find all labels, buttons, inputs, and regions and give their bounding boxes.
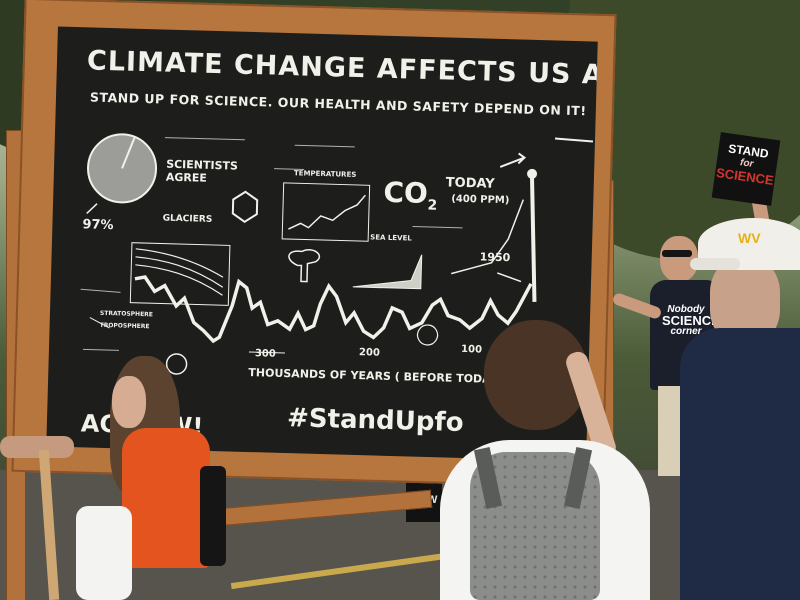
chalk-drawings xyxy=(80,133,594,375)
pie-chart-drawing xyxy=(87,133,158,204)
tick-300-label: 300 xyxy=(254,348,276,360)
navy-t-shirt xyxy=(680,328,800,600)
sea-level-label: SEA LEVEL xyxy=(370,233,412,243)
man-in-cap xyxy=(680,218,800,600)
co2-rise-line xyxy=(451,199,525,275)
pie-wedge-line xyxy=(121,136,136,169)
woman-with-backpack xyxy=(440,320,660,600)
stand-for-science-sign: STAND for SCIENCE xyxy=(711,132,781,206)
co2-text: CO xyxy=(383,175,429,210)
shirt-text-line: corner xyxy=(670,326,702,337)
stratosphere-label: STRATOSPHERE xyxy=(99,309,154,319)
co2-label: CO2 xyxy=(383,176,438,214)
temperatures-label: TEMPERATURES xyxy=(293,169,357,179)
arrow-icon xyxy=(86,203,98,214)
hashtag-text: #StandUpfo xyxy=(286,403,464,439)
co2-subscript: 2 xyxy=(427,197,438,214)
glaciers-label: GLACIERS xyxy=(162,213,213,225)
co2-spike xyxy=(529,175,537,302)
black-bag xyxy=(200,466,226,566)
shirt-text-line: Nobody xyxy=(667,304,705,315)
chalkboard: CLIMATE CHANGE AFFECTS US ALL STAND UP F… xyxy=(46,26,598,462)
sea-level-drawing xyxy=(352,254,423,290)
tick-200-label: 200 xyxy=(358,347,381,359)
molecule-drawing xyxy=(231,190,259,224)
scientists-agree-label: SCIENTISTS AGREE xyxy=(165,157,239,185)
year-1950-label: 1950 xyxy=(479,250,511,265)
earth-drawing xyxy=(165,353,188,375)
ppm-label: (400 PPM) xyxy=(451,193,510,207)
arrow-icon xyxy=(499,152,527,168)
cap-logo: WV xyxy=(738,230,761,246)
hand-on-easel xyxy=(0,436,74,458)
white-jacket xyxy=(76,506,132,600)
orange-t-shirt xyxy=(122,428,210,568)
cap-brim xyxy=(690,258,740,270)
face xyxy=(112,376,146,428)
percent-label: 97% xyxy=(82,217,114,234)
temperature-box xyxy=(281,182,371,242)
co2-history-line xyxy=(134,275,533,344)
tree-drawing xyxy=(288,249,321,283)
troposphere-label: TROPOSPHERE xyxy=(99,321,150,331)
shirt-print: Nobody SCIENCE corner xyxy=(662,304,720,337)
woman-orange-shirt xyxy=(76,356,230,600)
globe-drawing xyxy=(416,324,439,346)
shirt-text-line: SCIENCE xyxy=(662,313,720,328)
sunglasses xyxy=(662,250,692,257)
arrow-icon xyxy=(497,272,522,283)
today-label: TODAY xyxy=(445,175,495,192)
